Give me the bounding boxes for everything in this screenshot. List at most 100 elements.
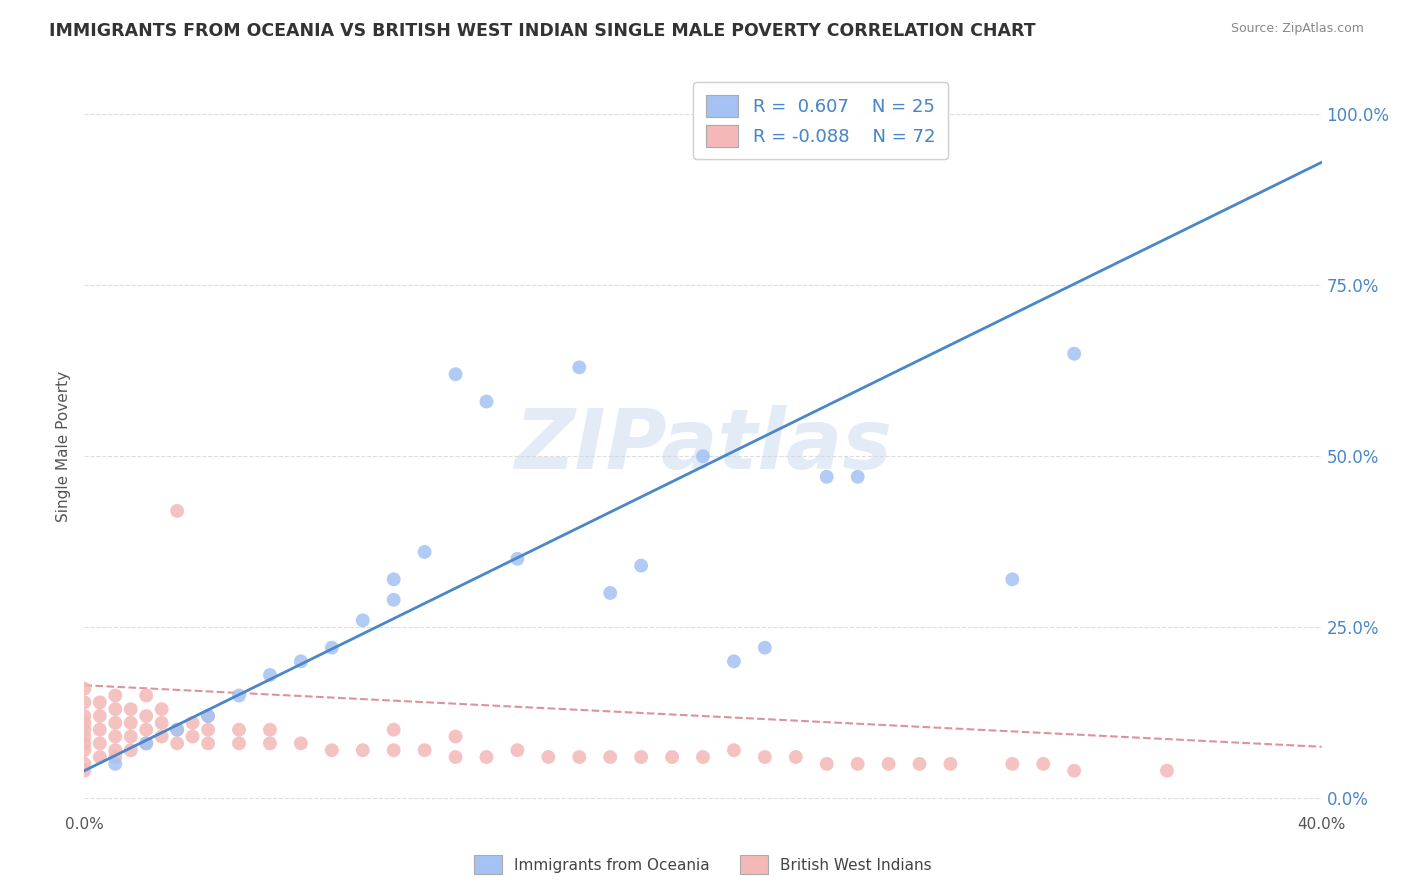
Point: [1032, 756, 1054, 771]
Point: [754, 750, 776, 764]
Point: [89, 736, 111, 750]
Point: [89, 723, 111, 737]
Point: [352, 743, 374, 757]
Point: [120, 715, 142, 730]
Point: [568, 750, 591, 764]
Point: [382, 572, 405, 586]
Point: [135, 723, 157, 737]
Point: [73, 709, 96, 723]
Point: [444, 368, 467, 382]
Text: Source: ZipAtlas.com: Source: ZipAtlas.com: [1230, 22, 1364, 36]
Point: [104, 689, 127, 703]
Point: [89, 695, 111, 709]
Point: [815, 756, 838, 771]
Point: [599, 750, 621, 764]
Point: [73, 681, 96, 696]
Point: [413, 743, 436, 757]
Point: [73, 695, 96, 709]
Point: [1001, 756, 1024, 771]
Point: [197, 736, 219, 750]
Point: [89, 709, 111, 723]
Point: [166, 736, 188, 750]
Point: [692, 750, 714, 764]
Point: [568, 360, 591, 375]
Point: [382, 743, 405, 757]
Point: [228, 723, 250, 737]
Point: [104, 756, 127, 771]
Point: [1063, 347, 1085, 361]
Point: [104, 730, 127, 744]
Point: [120, 743, 142, 757]
Point: [166, 723, 188, 737]
Point: [197, 723, 219, 737]
Point: [506, 551, 529, 566]
Point: [104, 743, 127, 757]
Point: [89, 750, 111, 764]
Point: [939, 756, 962, 771]
Point: [120, 730, 142, 744]
Y-axis label: Single Male Poverty: Single Male Poverty: [56, 370, 72, 522]
Point: [259, 736, 281, 750]
Point: [846, 756, 869, 771]
Point: [228, 689, 250, 703]
Text: ZIPatlas: ZIPatlas: [515, 406, 891, 486]
Point: [692, 449, 714, 463]
Point: [352, 613, 374, 627]
Point: [259, 668, 281, 682]
Point: [135, 736, 157, 750]
Point: [754, 640, 776, 655]
Point: [599, 586, 621, 600]
Point: [1156, 764, 1178, 778]
Legend: R =  0.607    N = 25, R = -0.088    N = 72: R = 0.607 N = 25, R = -0.088 N = 72: [693, 82, 948, 160]
Point: [290, 736, 312, 750]
Point: [150, 702, 173, 716]
Point: [475, 750, 498, 764]
Point: [166, 504, 188, 518]
Point: [181, 715, 204, 730]
Point: [815, 469, 838, 483]
Point: [150, 730, 173, 744]
Point: [73, 736, 96, 750]
Point: [120, 702, 142, 716]
Point: [104, 702, 127, 716]
Point: [723, 654, 745, 668]
Point: [73, 730, 96, 744]
Point: [197, 709, 219, 723]
Point: [723, 743, 745, 757]
Point: [197, 709, 219, 723]
Point: [73, 723, 96, 737]
Point: [537, 750, 560, 764]
Point: [413, 545, 436, 559]
Point: [181, 730, 204, 744]
Point: [73, 756, 96, 771]
Point: [321, 743, 343, 757]
Point: [475, 394, 498, 409]
Point: [135, 736, 157, 750]
Point: [1063, 764, 1085, 778]
Point: [104, 750, 127, 764]
Point: [228, 736, 250, 750]
Point: [877, 756, 900, 771]
Point: [846, 469, 869, 483]
Text: IMMIGRANTS FROM OCEANIA VS BRITISH WEST INDIAN SINGLE MALE POVERTY CORRELATION C: IMMIGRANTS FROM OCEANIA VS BRITISH WEST …: [49, 22, 1036, 40]
Point: [259, 723, 281, 737]
Point: [444, 750, 467, 764]
Point: [382, 723, 405, 737]
Point: [321, 640, 343, 655]
Point: [785, 750, 807, 764]
Point: [444, 730, 467, 744]
Point: [73, 743, 96, 757]
Point: [506, 743, 529, 757]
Legend: Immigrants from Oceania, British West Indians: Immigrants from Oceania, British West In…: [468, 849, 938, 880]
Point: [908, 756, 931, 771]
Point: [630, 750, 652, 764]
Point: [290, 654, 312, 668]
Point: [661, 750, 683, 764]
Point: [73, 715, 96, 730]
Point: [382, 592, 405, 607]
Point: [150, 715, 173, 730]
Point: [630, 558, 652, 573]
Point: [73, 764, 96, 778]
Point: [166, 723, 188, 737]
Point: [135, 689, 157, 703]
